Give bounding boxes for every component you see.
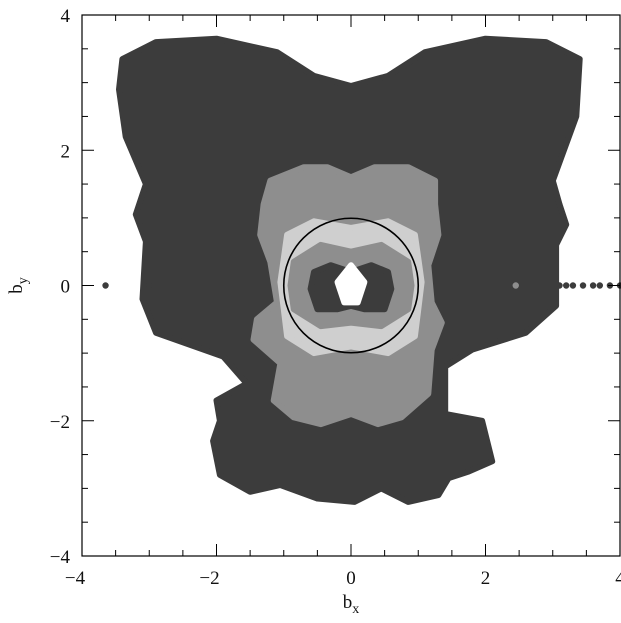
x-tick-label: 2 — [481, 568, 491, 589]
y-tick-label: −2 — [50, 412, 70, 433]
tick-labels: −4 −2 0 2 4 −4 −2 0 2 4 — [50, 6, 621, 589]
data-point — [579, 282, 587, 289]
data-point — [102, 282, 109, 289]
y-tick-label: 2 — [61, 141, 71, 162]
y-tick-label: 0 — [61, 277, 71, 298]
region-hole — [334, 262, 368, 306]
data-point — [596, 282, 604, 289]
data-point — [146, 282, 153, 289]
y-tick-label: 4 — [61, 6, 71, 27]
data-point — [556, 282, 563, 289]
data-point — [569, 282, 577, 289]
data-point — [512, 282, 519, 289]
y-tick-label: −4 — [50, 547, 71, 568]
axis-ticks — [81, 14, 621, 557]
x-tick-label: 0 — [346, 568, 356, 589]
unit-circle — [282, 217, 420, 354]
y-axis-label: by — [6, 277, 31, 294]
x-axis-label: bx — [343, 592, 360, 617]
data-point — [563, 282, 570, 289]
x-tick-label: 4 — [615, 568, 621, 589]
x-tick-label: −2 — [199, 568, 219, 589]
data-point — [589, 282, 597, 289]
data-regions — [116, 35, 583, 505]
x-tick-label: −4 — [65, 568, 86, 589]
